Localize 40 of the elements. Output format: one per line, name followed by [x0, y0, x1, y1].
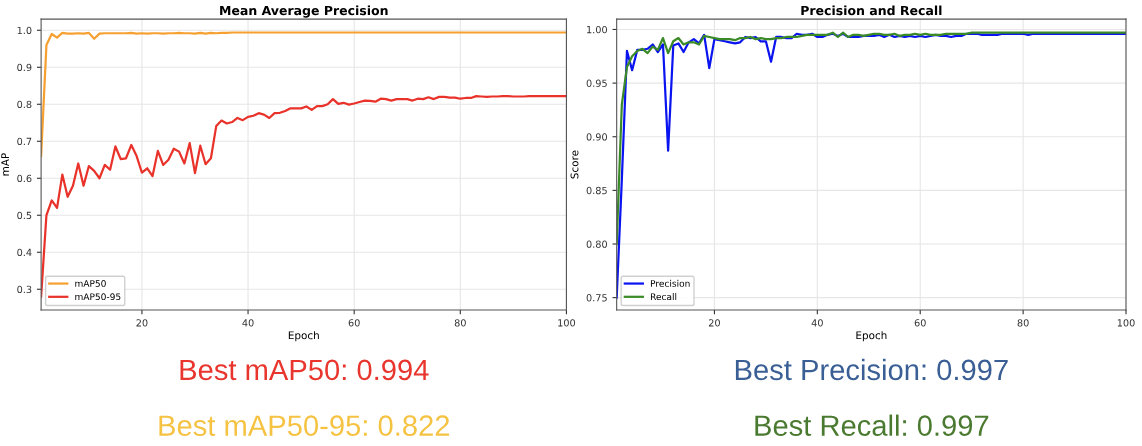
y-tick-label: 0.75: [586, 294, 607, 302]
y-tick-label: 0.5: [17, 211, 32, 220]
x-tick-label: 80: [1017, 319, 1029, 327]
line-series: [616, 31, 1127, 246]
chart-title: Precision and Recall: [801, 5, 942, 16]
x-axis-title: Epoch: [856, 331, 887, 342]
y-tick-label: 0.4: [17, 248, 32, 257]
legend-label: Recall: [650, 293, 677, 301]
y-axis-title: mAP: [1, 153, 9, 176]
y-tick-label: 0.6: [17, 174, 32, 183]
y-tick-label: 0.90: [586, 133, 608, 141]
y-tick-label: 0.7: [17, 137, 32, 146]
x-tick-label: 100: [1117, 319, 1135, 327]
legend-label: mAP50: [75, 280, 106, 287]
x-tick-label: 20: [136, 319, 148, 327]
line-series: [616, 32, 1127, 299]
x-tick-label: 60: [348, 319, 360, 327]
text: Best Precision: 0.997: [735, 358, 1008, 381]
y-tick-label: 0.80: [586, 240, 608, 248]
x-tick-label: 20: [708, 319, 720, 327]
y-tick-label: 0.8: [17, 100, 32, 109]
y-tick-label: 0.85: [586, 186, 607, 195]
y-tick-label: 1.0: [17, 26, 32, 35]
text: Best Recall: 0.997: [755, 414, 989, 436]
y-tick-label: 0.3: [17, 285, 32, 294]
x-tick-label: 40: [811, 319, 823, 327]
y-tick-label: 0.95: [586, 79, 607, 87]
y-tick-label: 1.00: [587, 25, 608, 34]
legend-label: mAP50-95: [75, 293, 121, 301]
legend-label: Precision: [650, 279, 690, 287]
x-axis-title: Epoch: [288, 331, 319, 342]
y-tick-label: 0.9: [17, 63, 32, 72]
chart-title: Mean Average Precision: [220, 5, 388, 18]
x-tick-label: 60: [914, 319, 926, 327]
x-tick-label: 100: [558, 319, 576, 327]
text: Best mAP50-95: 0.822: [159, 415, 450, 436]
text: Best mAP50: 0.994: [180, 359, 429, 381]
x-tick-label: 80: [454, 319, 466, 327]
x-tick-label: 40: [242, 319, 254, 327]
y-axis-title: Score: [570, 150, 579, 179]
